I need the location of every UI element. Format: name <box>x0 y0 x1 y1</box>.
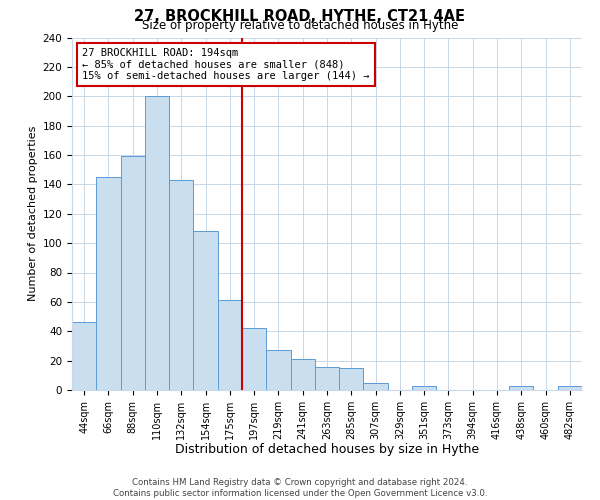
Bar <box>96 177 121 390</box>
X-axis label: Distribution of detached houses by size in Hythe: Distribution of detached houses by size … <box>175 444 479 456</box>
Bar <box>412 386 436 390</box>
Bar <box>121 156 145 390</box>
Text: Contains HM Land Registry data © Crown copyright and database right 2024.
Contai: Contains HM Land Registry data © Crown c… <box>113 478 487 498</box>
Bar <box>72 322 96 390</box>
Bar <box>242 328 266 390</box>
Bar <box>169 180 193 390</box>
Bar <box>266 350 290 390</box>
Bar <box>290 359 315 390</box>
Bar <box>339 368 364 390</box>
Text: 27 BROCKHILL ROAD: 194sqm
← 85% of detached houses are smaller (848)
15% of semi: 27 BROCKHILL ROAD: 194sqm ← 85% of detac… <box>82 48 370 82</box>
Bar <box>218 300 242 390</box>
Bar <box>364 382 388 390</box>
Text: 27, BROCKHILL ROAD, HYTHE, CT21 4AE: 27, BROCKHILL ROAD, HYTHE, CT21 4AE <box>134 9 466 24</box>
Bar <box>315 366 339 390</box>
Bar <box>193 232 218 390</box>
Y-axis label: Number of detached properties: Number of detached properties <box>28 126 38 302</box>
Bar <box>145 96 169 390</box>
Text: Size of property relative to detached houses in Hythe: Size of property relative to detached ho… <box>142 19 458 32</box>
Bar <box>558 386 582 390</box>
Bar <box>509 386 533 390</box>
